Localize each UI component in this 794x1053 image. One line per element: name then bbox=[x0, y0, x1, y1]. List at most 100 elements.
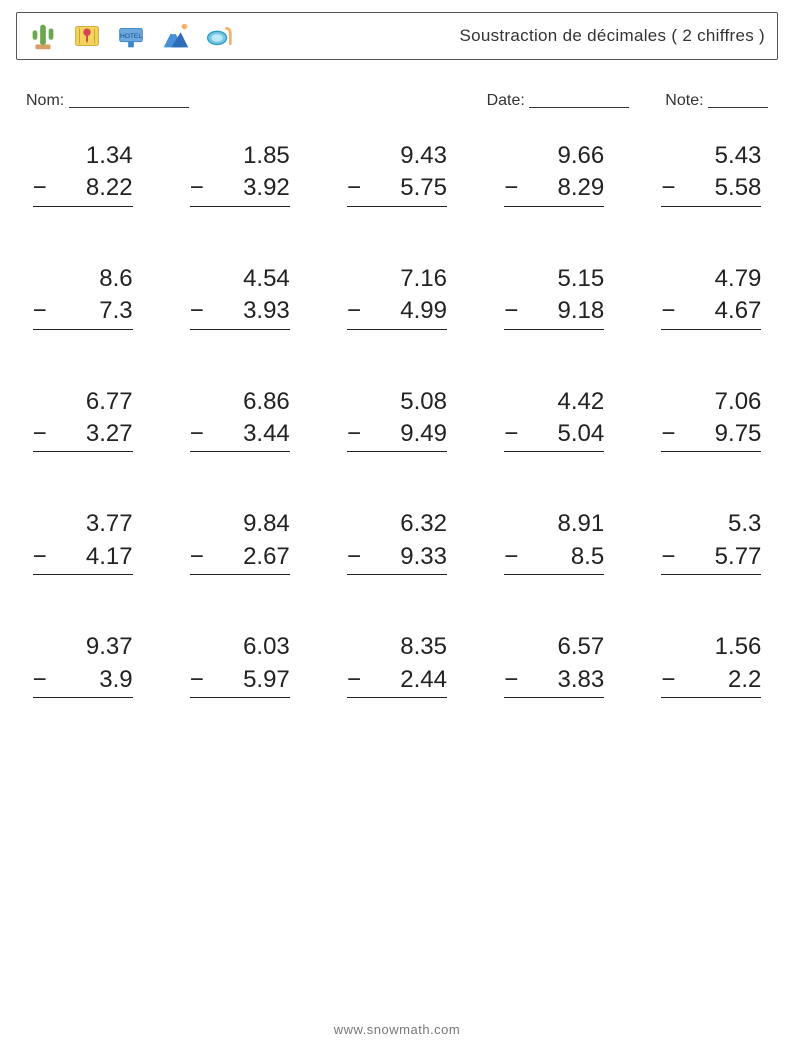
info-fields: Nom: Date: Note: bbox=[26, 88, 768, 110]
hotel-icon: HOTEL bbox=[113, 18, 149, 54]
minuend: 1.85 bbox=[190, 140, 290, 172]
subtrahend-row: −9.18 bbox=[504, 295, 604, 329]
operator: − bbox=[504, 295, 518, 327]
minuend: 6.57 bbox=[504, 631, 604, 663]
subtrahend: 5.77 bbox=[675, 541, 761, 573]
problem: 9.37−3.9 bbox=[33, 631, 133, 698]
operator: − bbox=[190, 172, 204, 204]
minuend: 6.86 bbox=[190, 386, 290, 418]
operator: − bbox=[661, 418, 675, 450]
subtrahend-row: −5.77 bbox=[661, 541, 761, 575]
problem: 6.57−3.83 bbox=[504, 631, 604, 698]
problem: 4.79−4.67 bbox=[661, 263, 761, 330]
subtrahend-row: −5.58 bbox=[661, 172, 761, 206]
operator: − bbox=[504, 418, 518, 450]
minuend: 6.32 bbox=[347, 508, 447, 540]
subtrahend-row: −5.04 bbox=[504, 418, 604, 452]
subtrahend-row: −3.93 bbox=[190, 295, 290, 329]
subtrahend-row: −8.22 bbox=[33, 172, 133, 206]
minuend: 1.56 bbox=[661, 631, 761, 663]
name-field: Nom: bbox=[26, 88, 189, 110]
operator: − bbox=[33, 172, 47, 204]
problem: 9.43−5.75 bbox=[347, 140, 447, 207]
operator: − bbox=[347, 541, 361, 573]
minuend: 5.3 bbox=[661, 508, 761, 540]
subtrahend: 3.93 bbox=[204, 295, 290, 327]
problem: 6.77−3.27 bbox=[33, 386, 133, 453]
operator: − bbox=[190, 295, 204, 327]
minuend: 4.54 bbox=[190, 263, 290, 295]
subtrahend-row: −9.49 bbox=[347, 418, 447, 452]
minuend: 9.84 bbox=[190, 508, 290, 540]
subtrahend: 8.5 bbox=[518, 541, 604, 573]
subtrahend: 2.44 bbox=[361, 664, 447, 696]
minuend: 4.42 bbox=[504, 386, 604, 418]
subtrahend: 4.17 bbox=[47, 541, 133, 573]
problem: 3.77−4.17 bbox=[33, 508, 133, 575]
subtrahend-row: −8.5 bbox=[504, 541, 604, 575]
subtrahend: 5.97 bbox=[204, 664, 290, 696]
operator: − bbox=[347, 418, 361, 450]
problem: 7.06−9.75 bbox=[661, 386, 761, 453]
minuend: 3.77 bbox=[33, 508, 133, 540]
problem: 8.91−8.5 bbox=[504, 508, 604, 575]
problems-grid: 1.34−8.221.85−3.929.43−5.759.66−8.295.43… bbox=[24, 140, 770, 698]
operator: − bbox=[504, 172, 518, 204]
note-field: Note: bbox=[665, 88, 768, 110]
name-blank bbox=[69, 91, 189, 108]
problem: 6.32−9.33 bbox=[347, 508, 447, 575]
problem: 5.3−5.77 bbox=[661, 508, 761, 575]
operator: − bbox=[33, 418, 47, 450]
subtrahend-row: −4.99 bbox=[347, 295, 447, 329]
problem: 8.6−7.3 bbox=[33, 263, 133, 330]
operator: − bbox=[190, 664, 204, 696]
subtrahend-row: −5.97 bbox=[190, 664, 290, 698]
minuend: 6.77 bbox=[33, 386, 133, 418]
problem: 1.34−8.22 bbox=[33, 140, 133, 207]
minuend: 9.43 bbox=[347, 140, 447, 172]
minuend: 5.08 bbox=[347, 386, 447, 418]
cactus-icon bbox=[25, 18, 61, 54]
date-field: Date: bbox=[487, 88, 630, 110]
subtrahend: 9.75 bbox=[675, 418, 761, 450]
subtrahend-row: −2.2 bbox=[661, 664, 761, 698]
date-label: Date: bbox=[487, 92, 525, 109]
operator: − bbox=[347, 664, 361, 696]
minuend: 8.35 bbox=[347, 631, 447, 663]
operator: − bbox=[190, 418, 204, 450]
operator: − bbox=[347, 172, 361, 204]
subtrahend: 5.58 bbox=[675, 172, 761, 204]
subtrahend: 8.22 bbox=[47, 172, 133, 204]
subtrahend-row: −7.3 bbox=[33, 295, 133, 329]
problem: 5.43−5.58 bbox=[661, 140, 761, 207]
minuend: 5.43 bbox=[661, 140, 761, 172]
snorkel-icon bbox=[201, 18, 237, 54]
problem: 9.84−2.67 bbox=[190, 508, 290, 575]
operator: − bbox=[661, 541, 675, 573]
subtrahend: 2.2 bbox=[675, 664, 761, 696]
problem: 6.86−3.44 bbox=[190, 386, 290, 453]
subtrahend: 3.9 bbox=[47, 664, 133, 696]
operator: − bbox=[33, 295, 47, 327]
subtrahend-row: −9.75 bbox=[661, 418, 761, 452]
subtrahend-row: −3.83 bbox=[504, 664, 604, 698]
operator: − bbox=[33, 664, 47, 696]
problem: 5.08−9.49 bbox=[347, 386, 447, 453]
subtrahend: 4.99 bbox=[361, 295, 447, 327]
problem: 4.54−3.93 bbox=[190, 263, 290, 330]
date-blank bbox=[529, 91, 629, 108]
minuend: 5.15 bbox=[504, 263, 604, 295]
worksheet-header: HOTEL Soustraction de décimales ( 2 chif… bbox=[16, 12, 778, 60]
problem: 1.85−3.92 bbox=[190, 140, 290, 207]
svg-text:HOTEL: HOTEL bbox=[120, 33, 142, 40]
problem: 8.35−2.44 bbox=[347, 631, 447, 698]
subtrahend: 2.67 bbox=[204, 541, 290, 573]
subtrahend-row: −3.9 bbox=[33, 664, 133, 698]
subtrahend: 3.27 bbox=[47, 418, 133, 450]
problem: 1.56−2.2 bbox=[661, 631, 761, 698]
subtrahend: 5.75 bbox=[361, 172, 447, 204]
note-blank bbox=[708, 91, 768, 108]
subtrahend-row: −9.33 bbox=[347, 541, 447, 575]
operator: − bbox=[661, 172, 675, 204]
subtrahend-row: −2.44 bbox=[347, 664, 447, 698]
